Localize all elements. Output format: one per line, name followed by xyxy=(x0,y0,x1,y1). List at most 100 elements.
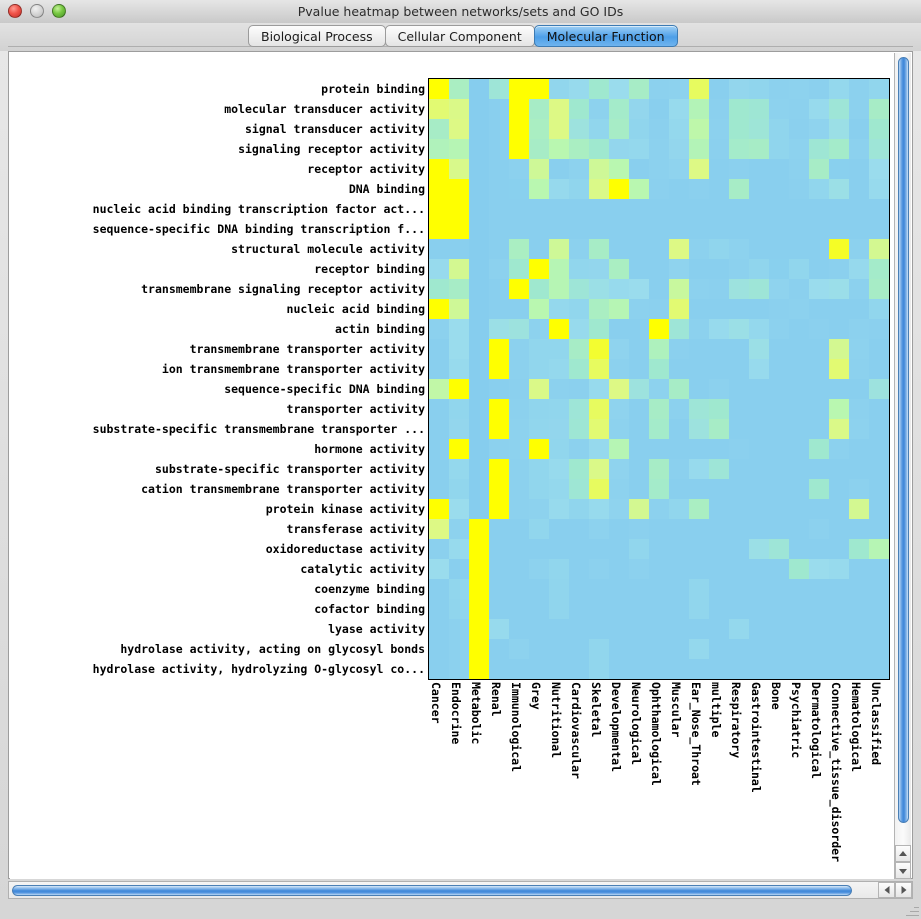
heatmap-cell[interactable] xyxy=(869,239,889,259)
heatmap-cell[interactable] xyxy=(589,479,609,499)
heatmap-cell[interactable] xyxy=(569,159,589,179)
heatmap-cell[interactable] xyxy=(809,359,829,379)
heatmap-cell[interactable] xyxy=(769,479,789,499)
heatmap-cell[interactable] xyxy=(769,299,789,319)
heatmap-cell[interactable] xyxy=(709,419,729,439)
heatmap-cell[interactable] xyxy=(829,559,849,579)
heatmap-cell[interactable] xyxy=(529,239,549,259)
heatmap-cell[interactable] xyxy=(469,119,489,139)
heatmap-cell[interactable] xyxy=(469,359,489,379)
heatmap-cell[interactable] xyxy=(829,79,849,99)
heatmap-cell[interactable] xyxy=(649,599,669,619)
heatmap-cell[interactable] xyxy=(829,499,849,519)
heatmap-cell[interactable] xyxy=(789,419,809,439)
heatmap-cell[interactable] xyxy=(809,579,829,599)
heatmap-cell[interactable] xyxy=(789,139,809,159)
heatmap-cell[interactable] xyxy=(569,599,589,619)
heatmap-cell[interactable] xyxy=(869,579,889,599)
heatmap-cell[interactable] xyxy=(569,279,589,299)
heatmap-cell[interactable] xyxy=(549,99,569,119)
heatmap-cell[interactable] xyxy=(489,499,509,519)
heatmap-cell[interactable] xyxy=(769,539,789,559)
heatmap-cell[interactable] xyxy=(629,199,649,219)
heatmap-cell[interactable] xyxy=(449,79,469,99)
heatmap-cell[interactable] xyxy=(849,659,869,679)
heatmap-cell[interactable] xyxy=(829,519,849,539)
heatmap-cell[interactable] xyxy=(549,139,569,159)
heatmap-cell[interactable] xyxy=(709,639,729,659)
heatmap-cell[interactable] xyxy=(469,659,489,679)
heatmap-cell[interactable] xyxy=(809,619,829,639)
heatmap-cell[interactable] xyxy=(729,219,749,239)
heatmap-cell[interactable] xyxy=(769,579,789,599)
heatmap-cell[interactable] xyxy=(469,479,489,499)
heatmap-cell[interactable] xyxy=(689,239,709,259)
heatmap-cell[interactable] xyxy=(609,399,629,419)
heatmap-cell[interactable] xyxy=(589,599,609,619)
heatmap-cell[interactable] xyxy=(869,439,889,459)
heatmap-cell[interactable] xyxy=(629,419,649,439)
heatmap-cell[interactable] xyxy=(829,459,849,479)
heatmap-cell[interactable] xyxy=(829,299,849,319)
heatmap-cell[interactable] xyxy=(649,359,669,379)
heatmap-cell[interactable] xyxy=(569,639,589,659)
heatmap-cell[interactable] xyxy=(549,439,569,459)
heatmap-cell[interactable] xyxy=(749,259,769,279)
heatmap-cell[interactable] xyxy=(789,399,809,419)
heatmap-cell[interactable] xyxy=(429,379,449,399)
heatmap-cell[interactable] xyxy=(449,339,469,359)
heatmap-cell[interactable] xyxy=(829,279,849,299)
heatmap-cell[interactable] xyxy=(509,639,529,659)
heatmap-cell[interactable] xyxy=(769,259,789,279)
heatmap-cell[interactable] xyxy=(489,439,509,459)
heatmap-cell[interactable] xyxy=(629,139,649,159)
heatmap-cell[interactable] xyxy=(449,639,469,659)
heatmap-cell[interactable] xyxy=(489,559,509,579)
heatmap-cell[interactable] xyxy=(489,319,509,339)
heatmap-cell[interactable] xyxy=(449,399,469,419)
heatmap-cell[interactable] xyxy=(629,339,649,359)
heatmap-cell[interactable] xyxy=(509,659,529,679)
heatmap-cell[interactable] xyxy=(449,579,469,599)
heatmap-cell[interactable] xyxy=(649,199,669,219)
heatmap-cell[interactable] xyxy=(649,519,669,539)
heatmap-cell[interactable] xyxy=(749,179,769,199)
heatmap-cell[interactable] xyxy=(529,479,549,499)
heatmap-cell[interactable] xyxy=(629,179,649,199)
heatmap-cell[interactable] xyxy=(849,419,869,439)
heatmap-cell[interactable] xyxy=(529,279,549,299)
heatmap-cell[interactable] xyxy=(489,459,509,479)
heatmap-cell[interactable] xyxy=(869,99,889,119)
heatmap-cell[interactable] xyxy=(449,279,469,299)
tab-cellular-component[interactable]: Cellular Component xyxy=(384,25,535,47)
heatmap-cell[interactable] xyxy=(449,419,469,439)
heatmap-cell[interactable] xyxy=(709,259,729,279)
heatmap-cell[interactable] xyxy=(429,139,449,159)
heatmap-cell[interactable] xyxy=(809,319,829,339)
heatmap-cell[interactable] xyxy=(769,379,789,399)
heatmap-cell[interactable] xyxy=(769,459,789,479)
heatmap-cell[interactable] xyxy=(709,199,729,219)
heatmap-cell[interactable] xyxy=(569,319,589,339)
heatmap-cell[interactable] xyxy=(689,619,709,639)
heatmap-cell[interactable] xyxy=(589,179,609,199)
heatmap-cell[interactable] xyxy=(869,379,889,399)
heatmap-cell[interactable] xyxy=(669,419,689,439)
heatmap-cell[interactable] xyxy=(749,459,769,479)
heatmap-cell[interactable] xyxy=(649,559,669,579)
heatmap-cell[interactable] xyxy=(849,239,869,259)
heatmap-cell[interactable] xyxy=(429,439,449,459)
heatmap-cell[interactable] xyxy=(649,79,669,99)
heatmap-cell[interactable] xyxy=(789,99,809,119)
heatmap-cell[interactable] xyxy=(829,99,849,119)
heatmap-cell[interactable] xyxy=(509,379,529,399)
heatmap-cell[interactable] xyxy=(729,139,749,159)
heatmap-cell[interactable] xyxy=(789,379,809,399)
heatmap-cell[interactable] xyxy=(629,299,649,319)
heatmap-cell[interactable] xyxy=(609,139,629,159)
heatmap-cell[interactable] xyxy=(649,499,669,519)
heatmap-cell[interactable] xyxy=(489,299,509,319)
heatmap-cell[interactable] xyxy=(469,519,489,539)
heatmap-cell[interactable] xyxy=(489,519,509,539)
heatmap-cell[interactable] xyxy=(529,439,549,459)
